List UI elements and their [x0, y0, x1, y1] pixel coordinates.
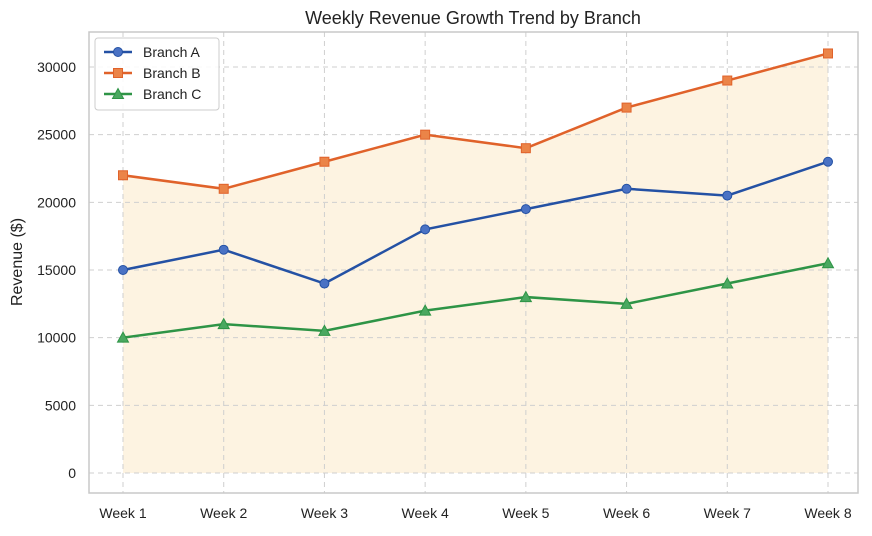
y-tick-label: 0 — [68, 465, 76, 481]
data-point-branch-c — [519, 290, 533, 303]
data-point-branch-a — [722, 190, 733, 201]
y-axis-label: Revenue ($) — [9, 218, 26, 306]
legend-marker-branch-a — [113, 47, 123, 57]
x-tick-label: Week 3 — [301, 505, 348, 521]
y-tick-label: 30000 — [37, 59, 76, 75]
series-line-branch-c — [122, 262, 829, 339]
legend-marker-branch-b — [113, 68, 123, 78]
legend-label-branch-b: Branch B — [143, 65, 201, 81]
legend-marker-branch-c — [111, 87, 125, 99]
legend-box — [94, 37, 220, 111]
plot-frame — [88, 31, 859, 494]
x-tick-label: Week 5 — [502, 505, 549, 521]
y-tick-label: 25000 — [37, 127, 76, 143]
area-fill — [123, 53, 828, 473]
series-line-branch-b — [122, 52, 829, 191]
x-tick-label: Week 2 — [200, 505, 247, 521]
data-point-branch-a — [520, 204, 531, 215]
data-point-branch-b — [118, 170, 128, 181]
y-tick-label: 10000 — [37, 330, 76, 346]
data-point-branch-a — [118, 265, 128, 275]
data-point-branch-b — [218, 183, 229, 194]
data-point-branch-b — [722, 75, 733, 86]
y-tick-label: 5000 — [45, 397, 76, 413]
data-point-branch-c — [620, 297, 633, 309]
legend-label-branch-a: Branch A — [143, 44, 200, 60]
data-point-branch-b — [520, 143, 531, 154]
x-tick-label: Week 1 — [99, 505, 146, 521]
x-tick-label: Week 6 — [603, 505, 650, 521]
data-point-branch-c — [720, 276, 734, 289]
legend-label-branch-c: Branch C — [143, 86, 201, 102]
data-point-branch-b — [621, 102, 632, 113]
series-line-branch-a — [122, 160, 829, 285]
data-point-branch-a — [420, 224, 431, 235]
data-point-branch-b — [420, 129, 431, 140]
data-point-branch-c — [821, 256, 835, 269]
y-tick-label: 20000 — [37, 194, 76, 210]
data-point-branch-c — [318, 324, 331, 336]
data-point-branch-c — [217, 317, 231, 330]
data-point-branch-a — [218, 244, 229, 255]
x-tick-label: Week 8 — [804, 505, 851, 521]
y-tick-label: 15000 — [37, 262, 76, 278]
data-point-branch-b — [319, 156, 330, 167]
data-point-branch-c — [418, 304, 432, 316]
data-point-branch-c — [116, 331, 130, 343]
chart-title: Weekly Revenue Growth Trend by Branch — [305, 8, 641, 28]
data-point-branch-a — [319, 278, 330, 289]
data-point-branch-a — [823, 156, 833, 167]
x-tick-label: Week 4 — [402, 505, 449, 521]
data-point-branch-a — [621, 183, 632, 194]
x-tick-label: Week 7 — [704, 505, 751, 521]
data-point-branch-b — [823, 48, 833, 59]
